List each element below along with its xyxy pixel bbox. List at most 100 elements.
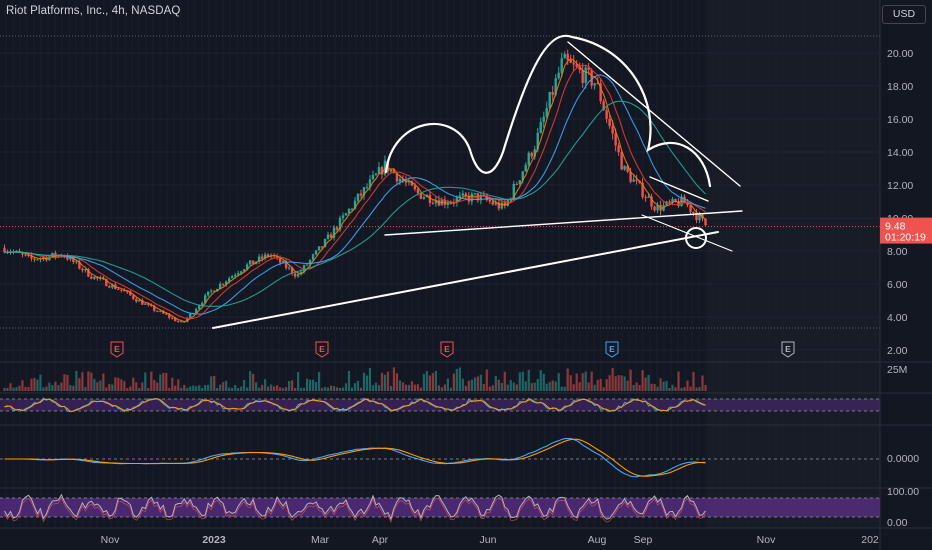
volume-bar — [524, 381, 527, 391]
volume-bar — [219, 384, 222, 391]
candle — [171, 317, 174, 319]
candle — [24, 254, 27, 256]
candle — [224, 281, 228, 285]
candle — [66, 256, 69, 260]
candle — [467, 195, 471, 202]
volume-bar — [626, 380, 629, 391]
candle — [641, 182, 644, 198]
candle — [353, 200, 357, 209]
earnings-marker[interactable]: E — [315, 341, 329, 358]
candle — [281, 261, 285, 263]
currency-button[interactable]: USD — [882, 5, 926, 24]
earnings-marker[interactable]: E — [605, 341, 619, 358]
volume-bar — [258, 387, 261, 391]
candle — [195, 309, 198, 314]
candle — [497, 202, 500, 209]
volume-bar — [647, 375, 650, 391]
price-tick-label: 16.00 — [887, 114, 913, 126]
volume-bar — [608, 375, 611, 391]
candle — [623, 165, 626, 170]
volume-bar — [284, 387, 288, 391]
trendline-support — [212, 231, 719, 329]
earnings-marker[interactable]: E — [440, 341, 454, 358]
volume-bar — [126, 387, 129, 391]
candle — [458, 195, 462, 198]
candle — [470, 193, 474, 202]
volume-bar — [401, 382, 405, 391]
candle — [545, 108, 548, 117]
candle — [245, 264, 249, 270]
time-axis-label: Sep — [634, 534, 653, 546]
candle — [284, 261, 288, 268]
volume-bar — [252, 373, 255, 391]
volume-bar — [422, 373, 426, 391]
volume-bar — [165, 372, 168, 391]
volume-bar — [578, 382, 581, 391]
volume-bar — [689, 386, 692, 391]
volume-bar — [270, 384, 273, 391]
volume-bar — [635, 382, 638, 391]
volume-bar — [27, 386, 30, 391]
volume-bar — [132, 377, 135, 391]
candle — [527, 152, 530, 165]
volume-bar — [81, 372, 84, 391]
volume-bar — [701, 375, 704, 391]
volume-pane — [3, 367, 707, 391]
price-tick-label: 6.00 — [887, 279, 908, 291]
candle — [201, 302, 204, 306]
volume-bar — [503, 371, 506, 391]
volume-bar — [249, 371, 252, 391]
candle — [500, 202, 503, 209]
candle — [21, 253, 24, 255]
earnings-marker[interactable]: E — [781, 341, 795, 358]
volume-bar — [159, 374, 162, 391]
volume-bar — [392, 367, 396, 391]
volume-bar — [129, 386, 132, 391]
candle — [207, 291, 210, 296]
volume-bar — [207, 384, 210, 391]
rsi-signal-line — [4, 496, 706, 524]
volume-bar — [548, 382, 551, 391]
earnings-marker[interactable]: E — [110, 341, 124, 358]
volume-bar — [344, 383, 348, 391]
volume-bar — [446, 378, 449, 391]
volume-bar — [641, 370, 644, 391]
volume-bar — [419, 387, 423, 391]
volume-bar — [533, 382, 536, 391]
candle — [305, 264, 309, 266]
price-tick-label: 12.00 — [887, 180, 913, 192]
volume-bar — [572, 384, 575, 391]
candle — [290, 267, 294, 274]
volume-bar — [75, 370, 78, 391]
volume-bar — [231, 387, 234, 391]
symbol-title[interactable]: Riot Platforms, Inc., 4h, NASDAQ — [6, 5, 181, 17]
candle — [488, 200, 492, 202]
volume-bar — [302, 387, 306, 391]
stochastic-pane — [0, 397, 880, 413]
candle — [677, 201, 680, 207]
candle — [389, 169, 393, 172]
candle — [446, 203, 450, 205]
candle — [210, 290, 213, 292]
candle — [491, 201, 495, 205]
volume-bar — [590, 371, 593, 391]
candle — [36, 259, 39, 261]
candle — [644, 197, 647, 199]
volume-bar — [311, 379, 315, 391]
price-tick-label: 20.00 — [887, 48, 913, 60]
volume-bar — [671, 384, 674, 391]
candle — [90, 276, 93, 279]
volume-bar — [431, 373, 434, 391]
volume-bar — [240, 386, 243, 391]
stoch-d-line — [4, 398, 706, 412]
price-tick-label: 2.00 — [887, 345, 908, 357]
volume-bar — [491, 385, 494, 391]
volume-bar — [452, 373, 455, 391]
macd-scale-label: 0.0000 — [887, 453, 919, 465]
volume-bar — [225, 380, 228, 391]
volume-bar — [593, 384, 596, 391]
volume-bar — [84, 386, 87, 391]
